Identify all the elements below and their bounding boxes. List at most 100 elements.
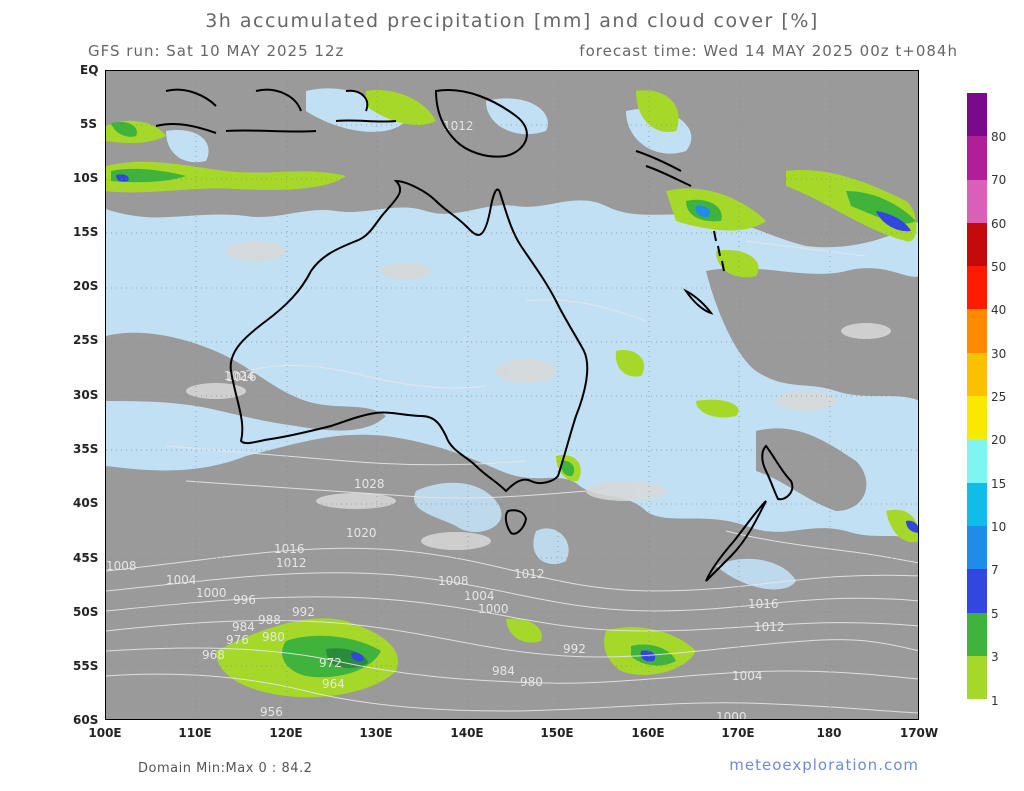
lon-label-140e: 140E [450,726,484,740]
lon-label-170w: 170W [899,726,939,740]
vanuatu-islands [713,230,725,272]
lat-label-30s: 30S [73,388,99,402]
colorbar-swatch-3 [967,569,987,613]
lat-label-25s: 25S [73,333,99,347]
new-caledonia [683,288,714,315]
colorbar-label-20: 20 [991,433,1007,447]
lat-label-15s: 15S [73,225,99,239]
isobar-label-18: 968 [202,648,225,662]
isobar-label-8: 1008 [106,559,137,573]
isobar-label-7: 1012 [276,556,307,570]
isobar-label-19: 964 [322,677,345,691]
colorbar-label-25: 25 [991,390,1007,404]
colorbar-swatch-14 [967,93,987,137]
isobar-label-27: 1012 [514,567,545,581]
precip-southern [216,350,918,698]
lat-label-10s: 10S [73,171,99,185]
colorbar-swatch-7 [967,396,987,440]
map-panel: 1012 1016 1024 1028 1020 1016 1012 1008 … [105,70,919,720]
new-zealand-south [705,500,767,582]
colorbar-swatch-11 [967,222,987,267]
isobar-label-3: 1024 [224,369,255,383]
run-label: GFS run: Sat 10 MAY 2025 12z [88,42,345,60]
light-cloud-speckle [186,241,891,550]
isobar-label-15: 980 [262,630,285,644]
lon-label-100e: 100E [88,726,122,740]
lat-label-55s: 55S [73,659,99,673]
lat-label-45s: 45S [73,551,99,565]
colorbar-label-10: 10 [991,520,1007,534]
isobar-label-14: 984 [232,620,255,634]
lat-label-40s: 40S [73,496,99,510]
isobar-label-29: 1012 [754,620,785,634]
colorbar-label-40: 40 [991,303,1007,317]
colorbar-swatch-1 [967,655,987,700]
site-credit: meteoexploration.com [729,756,919,774]
lon-label-180: 180 [816,726,842,740]
coastlines [155,88,794,582]
lon-label-170e: 170E [721,726,755,740]
forecast-time-label: forecast time: Wed 14 MAY 2025 00z t+084… [579,42,958,60]
isobar-label-25: 1004 [464,589,495,603]
isobar-label-1: 1012 [443,119,474,133]
precip-colorbar [967,93,987,700]
isobar-lines [106,240,918,714]
colorbar-label-1: 1 [991,694,999,708]
new-guinea-coast [434,89,528,158]
isobar-label-4: 1028 [354,477,385,491]
isobar-label-20: 956 [260,705,283,719]
colorbar-label-80: 80 [991,130,1007,144]
new-zealand-north [761,444,794,501]
lat-label-20s: 20S [73,279,99,293]
lon-label-130e: 130E [359,726,393,740]
isobar-label-5: 1020 [346,526,377,540]
tasman-cloud [756,428,867,511]
tasmania-coast [504,509,528,535]
colorbar-swatch-13 [967,136,987,180]
pacific-cloud [706,268,918,401]
isobar-label-12: 992 [292,605,315,619]
colorbar-label-15: 15 [991,477,1007,491]
colorbar-label-3: 3 [991,650,999,664]
colorbar-swatch-12 [967,179,987,223]
colorbar-swatch-9 [967,309,987,353]
isobar-label-30: 1004 [732,669,763,683]
weather-map: 1012 1016 1024 1028 1020 1016 1012 1008 … [106,71,918,720]
colorbar-label-7: 7 [991,563,999,577]
lon-label-110e: 110E [178,726,212,740]
australia-coast [229,179,589,493]
indonesia-islands [155,88,397,134]
southern-cloud-patches [414,482,796,590]
lat-label-5s: 5S [80,117,97,131]
isobar-label-13: 988 [258,613,281,627]
colorbar-swatch-6 [967,439,987,483]
lon-label-150e: 150E [540,726,574,740]
isobar-label-21: 992 [563,642,586,656]
lon-label-160e: 160E [631,726,665,740]
chart-title: 3h accumulated precipitation [mm] and cl… [205,10,819,32]
isobar-label-9: 1004 [166,573,197,587]
solomon-islands [635,150,692,187]
isobar-label-17: 972 [319,656,342,670]
colorbar-label-50: 50 [991,260,1007,274]
isobar-label-28: 1016 [748,597,779,611]
colorbar-swatch-4 [967,525,987,570]
isobar-label-10: 1000 [196,586,227,600]
lat-label-50s: 50S [73,605,99,619]
isobar-label-31: 1000 [716,710,747,720]
isobar-label-16: 976 [226,633,249,647]
colorbar-swatch-10 [967,266,987,310]
colorbar-label-60: 60 [991,217,1007,231]
graticule [106,71,918,719]
isobar-label-6: 1016 [274,542,305,556]
colorbar-label-5: 5 [991,607,999,621]
isobar-label-23: 980 [520,675,543,689]
lat-label-eq: EQ [80,63,99,77]
lat-label-35s: 35S [73,442,99,456]
west-cloud-swirl [106,332,386,431]
domain-minmax: Domain Min:Max 0 : 84.2 [138,761,313,776]
precip-tropics [106,90,917,278]
colorbar-label-70: 70 [991,173,1007,187]
colorbar-swatch-8 [967,352,987,397]
isobar-label-24: 1000 [478,602,509,616]
